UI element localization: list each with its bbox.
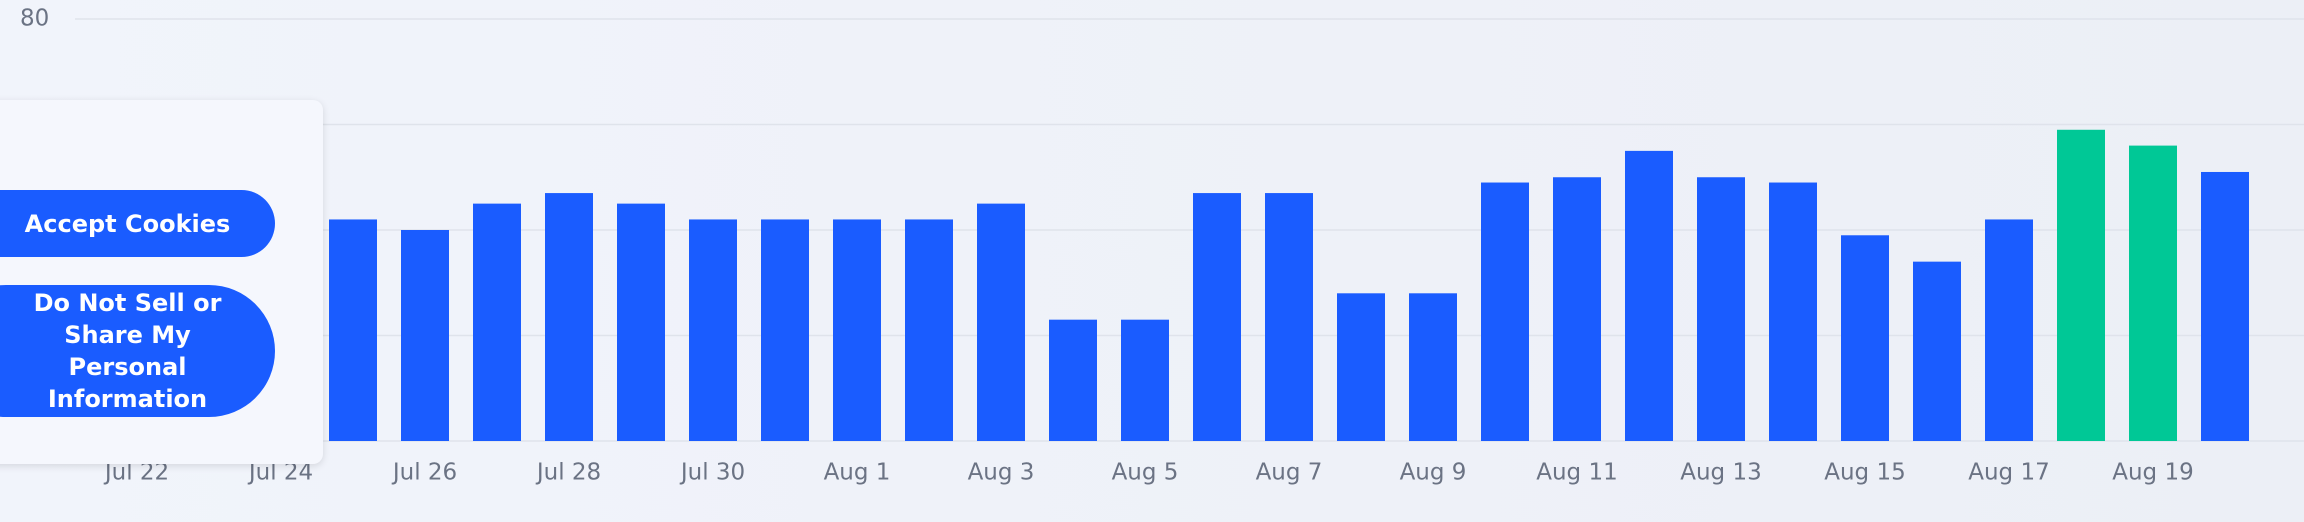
x-tick-label: Aug 9: [1400, 460, 1467, 486]
bar: [1049, 319, 1097, 441]
x-tick-label: Jul 26: [391, 460, 457, 486]
y-tick-label: 80: [20, 6, 49, 32]
bar: [977, 203, 1025, 441]
bar: [689, 219, 737, 441]
bar: [1697, 177, 1745, 441]
x-tick-label: Aug 15: [1824, 460, 1906, 486]
x-tick-label: Aug 5: [1112, 460, 1179, 486]
bar: [1553, 177, 1601, 441]
do-not-sell-button[interactable]: Do Not Sell or Share My Personal Informa…: [0, 285, 275, 417]
bar: [1913, 261, 1961, 441]
bar: [1193, 193, 1241, 441]
bar: [617, 203, 665, 441]
x-tick-label: Aug 1: [824, 460, 891, 486]
x-tick-label: Jul 30: [679, 460, 745, 486]
bar: [329, 219, 377, 441]
bar: [1337, 293, 1385, 441]
x-tick-label: Aug 19: [2112, 460, 2194, 486]
bar: [2201, 171, 2249, 441]
bar: [473, 203, 521, 441]
bar: [545, 193, 593, 441]
bar: [905, 219, 953, 441]
bar: [2129, 145, 2177, 441]
x-tick-label: Jul 28: [535, 460, 601, 486]
x-tick-label: Aug 11: [1536, 460, 1618, 486]
bar: [761, 219, 809, 441]
bar: [1265, 193, 1313, 441]
bar: [833, 219, 881, 441]
x-tick-label: Aug 13: [1680, 460, 1762, 486]
x-tick-label: Aug 7: [1256, 460, 1323, 486]
bar: [1841, 235, 1889, 441]
bar: [2057, 129, 2105, 441]
cookie-popup: Accept Cookies Do Not Sell or Share My P…: [0, 100, 323, 464]
accept-button[interactable]: Accept Cookies: [0, 190, 275, 257]
x-tick-label: Aug 17: [1968, 460, 2050, 486]
x-tick-label: Aug 3: [968, 460, 1035, 486]
bar: [1769, 182, 1817, 441]
bar: [1481, 182, 1529, 441]
bar: [401, 230, 449, 441]
bar: [1121, 319, 1169, 441]
bar: [1985, 219, 2033, 441]
bar: [1409, 293, 1457, 441]
bar: [1625, 150, 1673, 441]
